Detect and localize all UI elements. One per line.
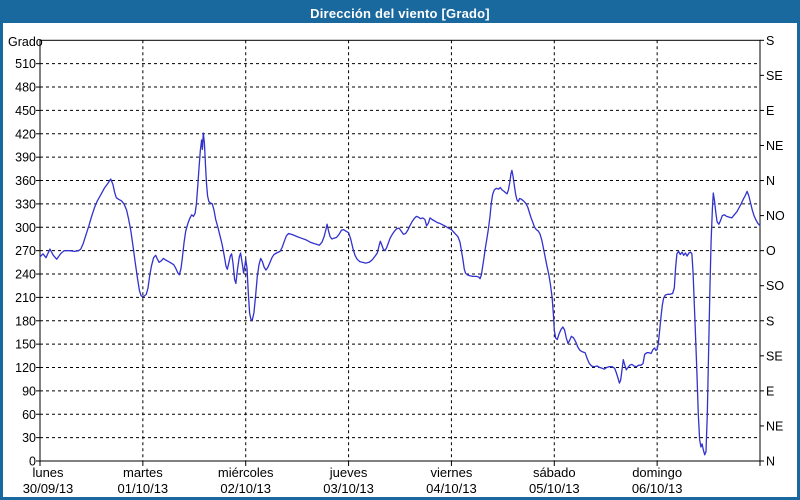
y-axis-tick-label: 270 bbox=[15, 244, 36, 258]
y-axis-tick-label: 510 bbox=[15, 57, 36, 71]
day-date-label: 03/10/13 bbox=[323, 481, 374, 496]
day-date-label: 02/10/13 bbox=[220, 481, 271, 496]
y-axis-tick-label: 120 bbox=[15, 361, 36, 375]
right-axis-label: SE bbox=[766, 349, 783, 363]
y-axis-tick-label: 150 bbox=[15, 338, 36, 352]
right-axis-label: NO bbox=[766, 209, 785, 223]
title-bar: Dirección del viento [Grado] bbox=[3, 3, 797, 23]
right-axis-label: NE bbox=[766, 419, 783, 433]
y-axis-tick-label: 0 bbox=[29, 455, 36, 469]
day-name-label: jueves bbox=[329, 465, 368, 480]
right-axis-label: N bbox=[766, 455, 775, 469]
y-axis-tick-label: 330 bbox=[15, 197, 36, 211]
y-axis-title: Grado bbox=[8, 35, 43, 49]
right-axis-label: E bbox=[766, 384, 774, 398]
y-axis-tick-label: 90 bbox=[22, 384, 36, 398]
day-name-label: sábado bbox=[533, 465, 576, 480]
right-axis-label: SE bbox=[766, 69, 783, 83]
right-axis-label: S bbox=[766, 34, 774, 48]
y-axis-tick-label: 240 bbox=[15, 268, 36, 282]
plot-frame bbox=[39, 39, 761, 462]
right-axis-label: O bbox=[766, 244, 776, 258]
y-axis-tick-label: 480 bbox=[15, 81, 36, 95]
y-axis-tick-label: 360 bbox=[15, 174, 36, 188]
day-name-label: lunes bbox=[32, 465, 64, 480]
day-name-label: domingo bbox=[632, 465, 682, 480]
chart-title: Dirección del viento [Grado] bbox=[310, 5, 490, 21]
right-axis-label: E bbox=[766, 104, 774, 118]
right-axis-label: N bbox=[766, 174, 775, 188]
day-date-label: 06/10/13 bbox=[632, 481, 683, 496]
day-name-label: viernes bbox=[430, 465, 472, 480]
y-axis-tick-label: 210 bbox=[15, 291, 36, 305]
day-date-label: 04/10/13 bbox=[426, 481, 477, 496]
right-axis-label: NE bbox=[766, 139, 783, 153]
day-date-label: 01/10/13 bbox=[118, 481, 169, 496]
y-axis-tick-label: 60 bbox=[22, 408, 36, 422]
y-axis-tick-label: 450 bbox=[15, 104, 36, 118]
day-date-label: 30/09/13 bbox=[23, 481, 74, 496]
day-name-label: martes bbox=[123, 465, 163, 480]
right-axis-label: S bbox=[766, 314, 774, 328]
y-axis-tick-label: 420 bbox=[15, 127, 36, 141]
right-axis-label: SO bbox=[766, 279, 784, 293]
y-axis-tick-label: 390 bbox=[15, 151, 36, 165]
day-date-label: 05/10/13 bbox=[529, 481, 580, 496]
y-axis-tick-label: 30 bbox=[22, 431, 36, 445]
wind-direction-line bbox=[39, 132, 761, 456]
y-axis-tick-label: 300 bbox=[15, 221, 36, 235]
day-name-label: miércoles bbox=[218, 465, 274, 480]
y-axis-tick-label: 180 bbox=[15, 314, 36, 328]
